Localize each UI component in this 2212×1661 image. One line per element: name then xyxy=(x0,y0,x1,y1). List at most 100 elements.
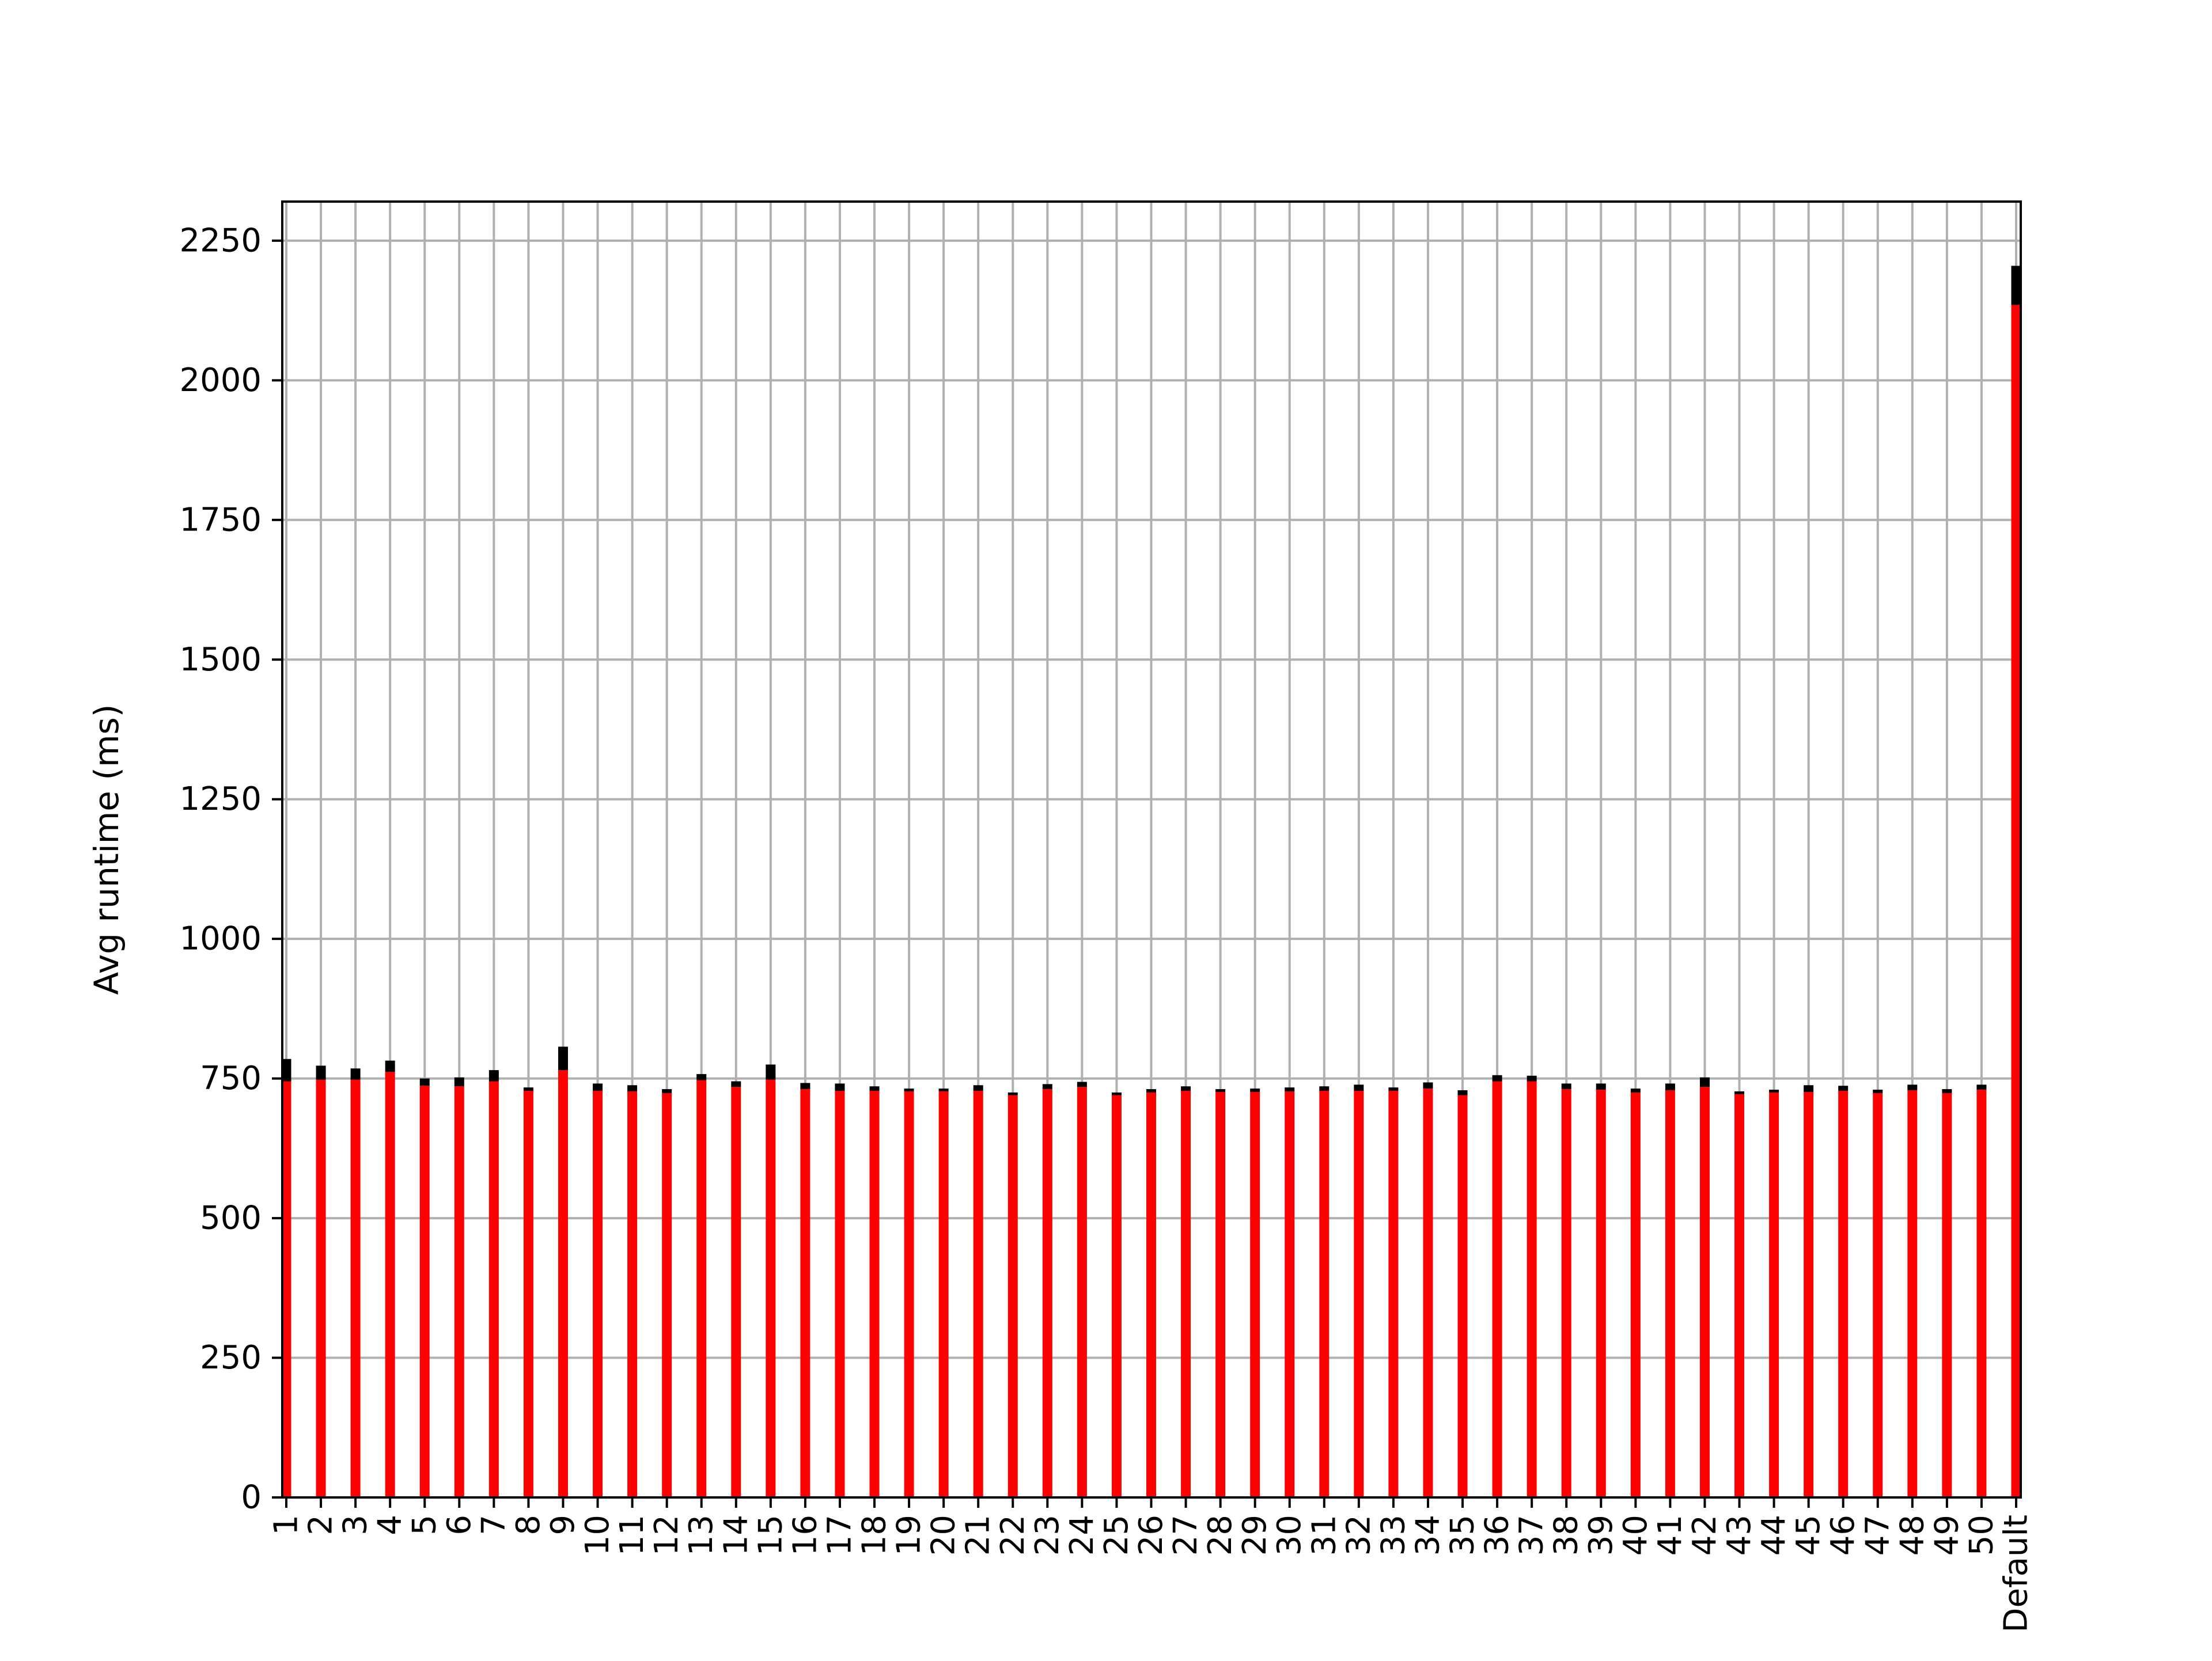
bar xyxy=(766,1079,776,1497)
error-bar xyxy=(835,1083,845,1091)
x-tick-label: 1 xyxy=(268,1515,305,1535)
error-bar xyxy=(1457,1090,1468,1095)
bar xyxy=(385,1071,395,1497)
bar xyxy=(558,1070,568,1497)
bar xyxy=(1250,1091,1260,1497)
error-bar xyxy=(488,1070,499,1082)
error-bar xyxy=(1492,1075,1502,1082)
bar xyxy=(2011,305,2021,1498)
x-tick-label: 5 xyxy=(406,1515,444,1535)
ticks: 0250500750100012501500175020002250123456… xyxy=(179,222,2035,1632)
error-bar xyxy=(1042,1084,1052,1090)
x-tick-label: Default xyxy=(1998,1515,2035,1633)
y-tick-label: 1250 xyxy=(179,780,262,818)
error-bar xyxy=(593,1083,603,1091)
x-tick-label: 31 xyxy=(1305,1515,1343,1556)
bar xyxy=(1146,1092,1156,1497)
bar xyxy=(1942,1093,1952,1497)
error-bar xyxy=(1423,1082,1433,1089)
bar xyxy=(454,1086,464,1497)
x-tick-label: 17 xyxy=(821,1515,858,1556)
error-bar xyxy=(662,1089,672,1093)
error-bar xyxy=(419,1078,430,1086)
x-tick-label: 9 xyxy=(544,1515,582,1535)
bar xyxy=(835,1090,845,1497)
x-tick-label: 36 xyxy=(1479,1515,1516,1556)
bar xyxy=(523,1090,533,1497)
y-tick-label: 250 xyxy=(200,1339,262,1376)
error-bar xyxy=(523,1087,533,1091)
y-tick-label: 500 xyxy=(200,1200,262,1237)
x-tick-label: 26 xyxy=(1132,1515,1170,1556)
bar xyxy=(938,1091,949,1497)
error-bar xyxy=(558,1046,568,1071)
bar xyxy=(1596,1090,1606,1497)
x-tick-label: 38 xyxy=(1548,1515,1585,1556)
bar xyxy=(627,1091,638,1497)
error-bar xyxy=(1804,1085,1814,1092)
bar xyxy=(1111,1095,1122,1497)
x-tick-label: 47 xyxy=(1859,1515,1896,1556)
bar xyxy=(1492,1081,1502,1497)
error-bar xyxy=(731,1081,741,1087)
bar xyxy=(1769,1092,1779,1497)
x-tick-label: 45 xyxy=(1790,1515,1827,1556)
error-bar xyxy=(1319,1086,1330,1091)
error-bar xyxy=(696,1074,707,1080)
y-tick-label: 1500 xyxy=(179,641,262,678)
x-tick-label: 23 xyxy=(1029,1515,1066,1556)
x-tick-label: 6 xyxy=(441,1515,478,1535)
bar xyxy=(1285,1091,1295,1497)
error-bar xyxy=(1873,1090,1883,1093)
bar xyxy=(904,1091,914,1497)
bar xyxy=(1907,1090,1918,1497)
x-tick-label: 30 xyxy=(1271,1515,1308,1556)
bar xyxy=(316,1079,326,1497)
error-bar xyxy=(1561,1083,1571,1090)
error-bar xyxy=(1527,1075,1537,1082)
y-tick-label: 750 xyxy=(200,1060,262,1097)
x-tick-label: 11 xyxy=(613,1515,651,1556)
x-tick-label: 49 xyxy=(1928,1515,1965,1556)
error-bar xyxy=(1665,1083,1675,1090)
bar xyxy=(1804,1091,1814,1497)
x-tick-label: 41 xyxy=(1652,1515,1689,1556)
bar xyxy=(869,1090,880,1497)
x-tick-label: 3 xyxy=(337,1515,374,1535)
error-bar xyxy=(1285,1087,1295,1091)
error-bar xyxy=(1215,1089,1226,1092)
error-bar xyxy=(1111,1092,1122,1095)
error-bar xyxy=(1596,1083,1606,1090)
x-tick-label: 7 xyxy=(475,1515,513,1535)
error-bar xyxy=(869,1086,880,1091)
error-bar xyxy=(973,1085,983,1091)
error-bar xyxy=(1838,1086,1849,1091)
x-tick-label: 10 xyxy=(579,1515,616,1556)
error-bar xyxy=(1007,1092,1018,1095)
x-tick-label: 12 xyxy=(648,1515,685,1556)
bar xyxy=(1181,1090,1191,1497)
bar xyxy=(281,1081,291,1497)
x-tick-label: 16 xyxy=(786,1515,824,1556)
x-tick-label: 35 xyxy=(1444,1515,1482,1556)
x-tick-label: 39 xyxy=(1582,1515,1620,1556)
x-tick-label: 22 xyxy=(994,1515,1032,1556)
x-tick-label: 28 xyxy=(1202,1515,1239,1556)
x-tick-label: 27 xyxy=(1167,1515,1205,1556)
bar xyxy=(1354,1090,1364,1497)
x-tick-label: 25 xyxy=(1098,1515,1135,1556)
y-tick-label: 0 xyxy=(241,1479,262,1516)
x-tick-label: 34 xyxy=(1409,1515,1446,1556)
y-axis-label: Avg runtime (ms) xyxy=(87,704,126,995)
x-tick-label: 44 xyxy=(1755,1515,1793,1556)
error-bar xyxy=(2011,266,2021,305)
error-bar xyxy=(1907,1084,1918,1090)
error-bar xyxy=(904,1089,914,1091)
error-bar xyxy=(385,1060,395,1072)
bar xyxy=(419,1086,430,1497)
x-tick-label: 20 xyxy=(925,1515,963,1556)
error-bar xyxy=(454,1077,464,1087)
x-tick-label: 48 xyxy=(1893,1515,1931,1556)
bar xyxy=(1976,1090,1987,1497)
